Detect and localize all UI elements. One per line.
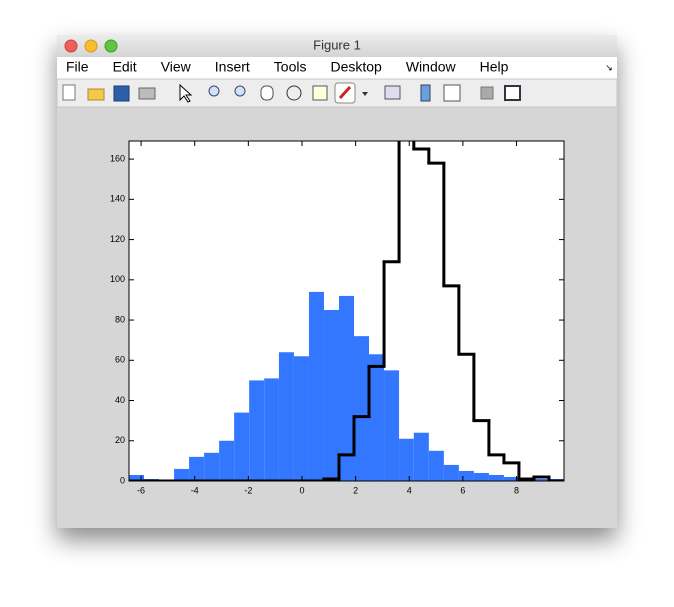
pan-icon[interactable]	[260, 85, 274, 101]
bar	[189, 456, 205, 481]
zoom-button[interactable]	[104, 39, 118, 53]
x-tick-label: 4	[407, 485, 412, 495]
bar	[533, 478, 549, 481]
new-icon[interactable]	[62, 84, 76, 101]
x-tick-label: -2	[244, 485, 252, 495]
bar	[443, 464, 459, 481]
bar	[204, 452, 220, 481]
show-tools-icon[interactable]	[504, 85, 521, 101]
bar	[174, 468, 190, 481]
menu-item[interactable]: Window	[406, 59, 457, 75]
toolbar-icons	[62, 82, 521, 104]
menu-item[interactable]: Edit	[113, 59, 137, 75]
colorbar-icon[interactable]	[420, 84, 431, 102]
bar	[503, 476, 519, 481]
menu-item[interactable]: Insert	[215, 59, 250, 75]
zoom-out-icon[interactable]	[234, 85, 246, 97]
bar	[323, 309, 339, 481]
x-tick-label: 8	[514, 485, 519, 495]
y-tick-label: 120	[110, 234, 125, 244]
bar	[384, 370, 400, 481]
axes-box	[128, 140, 565, 482]
bar	[428, 450, 444, 481]
brush-glyph	[338, 85, 352, 100]
bar	[458, 470, 474, 481]
menu-item[interactable]: View	[161, 59, 192, 75]
bar	[369, 354, 385, 481]
bar	[308, 291, 324, 481]
bar	[219, 440, 235, 481]
datacursor-icon[interactable]	[312, 85, 328, 101]
bar	[338, 295, 355, 481]
plot-marks	[129, 141, 564, 481]
bar	[129, 474, 145, 481]
bar	[354, 336, 370, 481]
x-tick-label: -6	[137, 485, 145, 495]
menu-item[interactable]: Tools	[274, 59, 307, 75]
menu-toggle[interactable]: ↘	[605, 62, 613, 72]
hide-tools-icon[interactable]	[480, 86, 494, 100]
x-tick-label: -4	[191, 485, 199, 495]
open-icon[interactable]	[87, 88, 105, 101]
bar	[413, 432, 429, 481]
link-icon[interactable]	[384, 85, 401, 100]
legend-icon[interactable]	[443, 84, 461, 102]
y-tick-label: 100	[110, 274, 125, 284]
rotate-icon[interactable]	[286, 85, 302, 101]
close-button[interactable]	[64, 39, 78, 53]
x-tick-label: 0	[299, 485, 304, 495]
y-tick-label: 160	[110, 153, 125, 163]
y-tick-label: 140	[110, 194, 125, 204]
y-tick-label: 20	[115, 435, 125, 445]
y-tick-label: 80	[115, 314, 125, 324]
y-tick-label: 0	[120, 475, 125, 485]
bar	[488, 474, 504, 481]
y-tick-label: 40	[115, 395, 125, 405]
menu-item[interactable]: Help	[480, 59, 509, 75]
save-icon[interactable]	[113, 85, 130, 102]
menu-item[interactable]: Desktop	[330, 59, 382, 75]
x-tick-label: 2	[353, 485, 358, 495]
pointer-icon[interactable]	[179, 83, 193, 103]
title-bar	[57, 35, 617, 57]
menu-bar	[57, 57, 617, 79]
bar	[399, 438, 414, 481]
bar	[234, 412, 250, 481]
menu-item[interactable]: File	[66, 59, 89, 75]
x-tick-label: 6	[460, 485, 465, 495]
bar	[249, 380, 265, 481]
brush-menu[interactable]	[362, 92, 368, 96]
y-tick-label: 60	[115, 355, 125, 365]
minimize-button[interactable]	[84, 39, 98, 53]
print-icon[interactable]	[138, 87, 156, 100]
bar	[293, 356, 309, 481]
bar	[278, 352, 294, 481]
window-title: Figure 1	[313, 37, 361, 52]
zoom-in-icon[interactable]	[208, 85, 220, 97]
bar	[264, 378, 279, 481]
bar	[473, 472, 489, 481]
